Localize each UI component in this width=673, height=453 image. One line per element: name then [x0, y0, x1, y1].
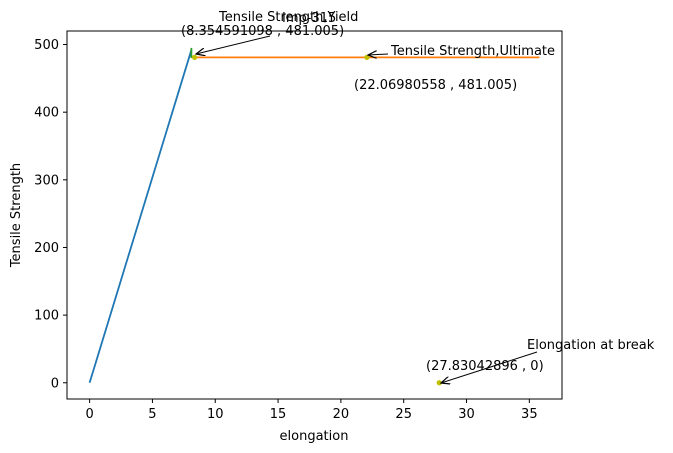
y-axis-ticks: 0 100 200 300 400 500 — [34, 38, 67, 391]
x-tick-label: 5 — [148, 407, 156, 422]
x-tick-label: 20 — [333, 407, 350, 422]
x-tick-label: 10 — [207, 407, 224, 422]
break-arrow — [441, 351, 538, 383]
annotation-ultimate-coords: (22.06980558 , 481.005) — [354, 78, 517, 93]
data-point-1 — [191, 54, 198, 60]
y-tick-label: 400 — [34, 106, 59, 121]
annotation-yield-coords: (8.354591098 , 481.005) — [181, 24, 344, 39]
y-tick-label: 100 — [34, 309, 59, 324]
x-axis-ticks: 0 5 10 15 20 25 30 35 — [85, 399, 538, 422]
x-tick-label: 15 — [270, 407, 287, 422]
x-tick-label: 30 — [458, 407, 475, 422]
yield-arrow — [196, 35, 271, 54]
annotation-break-coords: (27.83042896 , 0) — [426, 359, 544, 374]
y-tick-label: 200 — [34, 241, 59, 256]
y-tick-label: 0 — [51, 376, 59, 391]
x-tick-label: 35 — [521, 407, 538, 422]
ultimate-arrow — [368, 54, 389, 55]
annotation-imp-label: Imp-315 — [282, 11, 336, 26]
series-line-1 — [88, 49, 193, 384]
plot-area — [66, 30, 563, 400]
y-axis-label: Tensile Strength — [9, 163, 24, 268]
annotation-ultimate-title: Tensile Strength,Ultimate — [390, 44, 555, 59]
annotation-break-title: Elongation at break — [527, 338, 655, 353]
y-tick-label: 500 — [34, 38, 59, 53]
x-tick-label: 0 — [85, 407, 93, 422]
data-point-2 — [364, 54, 370, 60]
annotation-yield-title: Tensile Strength,Yield — [218, 10, 358, 25]
x-tick-label: 25 — [395, 407, 412, 422]
x-axis-label: elongation — [280, 429, 349, 444]
y-tick-label: 300 — [34, 173, 59, 188]
